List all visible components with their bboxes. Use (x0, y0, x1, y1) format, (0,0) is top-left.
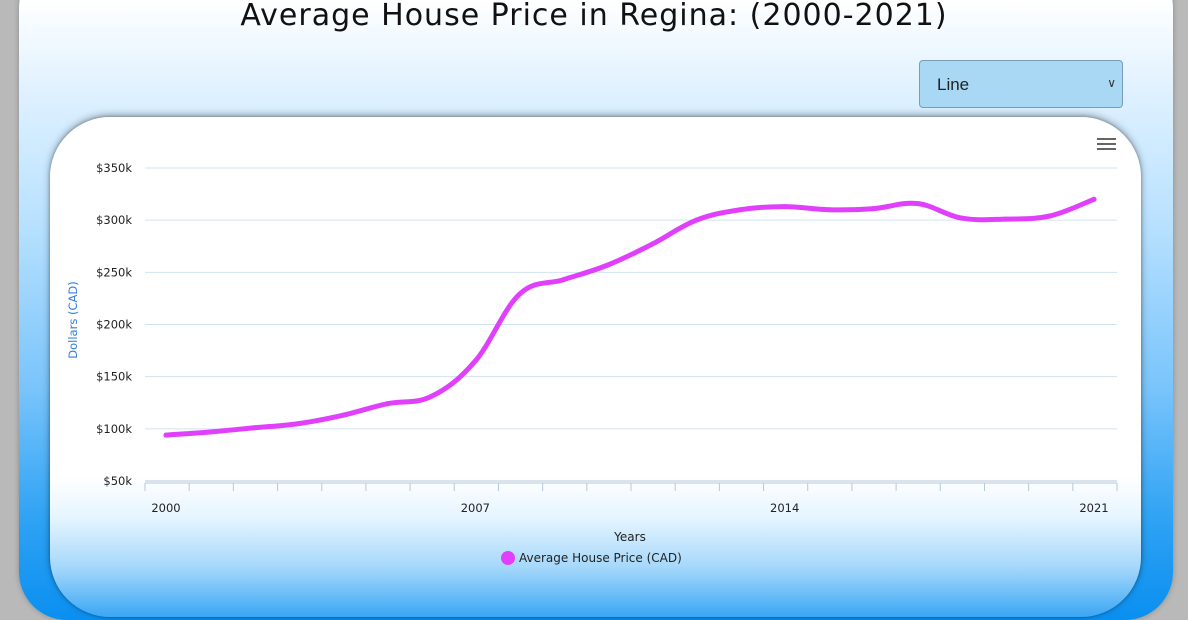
line-chart: $350k$300k$250k$200k$150k$100k$50k 2000 2… (66, 161, 1118, 565)
hamburger-menu-icon[interactable] (1097, 138, 1116, 153)
data-point[interactable] (605, 262, 611, 268)
data-point[interactable] (340, 412, 346, 418)
data-point[interactable] (296, 421, 302, 427)
x-axis-title: Years (613, 530, 646, 544)
grid-lines (145, 167, 1117, 482)
data-point[interactable] (561, 277, 567, 283)
y-tick-label: $150k (96, 370, 132, 384)
data-point[interactable] (472, 358, 478, 364)
data-point[interactable] (958, 215, 964, 221)
chevron-down-icon: ∨ (1107, 76, 1116, 90)
x-tick-label: 2014 (770, 501, 799, 515)
legend-marker (501, 551, 515, 565)
data-point[interactable] (649, 241, 655, 247)
data-point[interactable] (737, 207, 743, 213)
x-tick-label: 2000 (151, 501, 180, 515)
data-point[interactable] (826, 207, 832, 213)
x-tick-labels: 2000 2007 2014 2021 (151, 501, 1108, 515)
y-tick-label: $50k (103, 474, 132, 488)
data-point[interactable] (1091, 196, 1097, 202)
data-point[interactable] (384, 401, 390, 407)
y-axis-title: Dollars (CAD) (66, 281, 80, 358)
y-tick-label: $100k (96, 422, 132, 436)
x-axis (144, 482, 1118, 491)
data-point[interactable] (207, 429, 213, 435)
y-tick-labels: $350k $300k $250k $200k $150k $100k $50k (96, 161, 132, 488)
series-lines (163, 196, 1097, 438)
x-tick-label: 2021 (1079, 501, 1108, 515)
y-tick-label: $250k (96, 265, 132, 279)
data-point[interactable] (782, 204, 788, 210)
data-point[interactable] (693, 217, 699, 223)
y-tick-label: $200k (96, 318, 132, 332)
legend[interactable]: Average House Price (CAD) (501, 551, 682, 565)
chart-type-select-value: Line (937, 75, 970, 94)
page-title: Average House Price in Regina: (2000-202… (240, 0, 948, 33)
chart-type-select[interactable]: Line ∨ (919, 60, 1123, 108)
data-point[interactable] (870, 206, 876, 212)
series-line[interactable] (163, 196, 1097, 438)
data-point[interactable] (1003, 216, 1009, 222)
data-point[interactable] (163, 432, 169, 438)
y-tick-label: $300k (96, 213, 132, 227)
y-tick-label: $350k (96, 161, 132, 175)
data-point[interactable] (517, 291, 523, 297)
data-point[interactable] (914, 200, 920, 206)
data-point[interactable] (428, 393, 434, 399)
legend-label: Average House Price (CAD) (519, 551, 682, 565)
chart-card (50, 117, 1141, 617)
data-point[interactable] (251, 425, 257, 431)
x-tick-label: 2007 (461, 501, 490, 515)
data-point[interactable] (1047, 213, 1053, 219)
